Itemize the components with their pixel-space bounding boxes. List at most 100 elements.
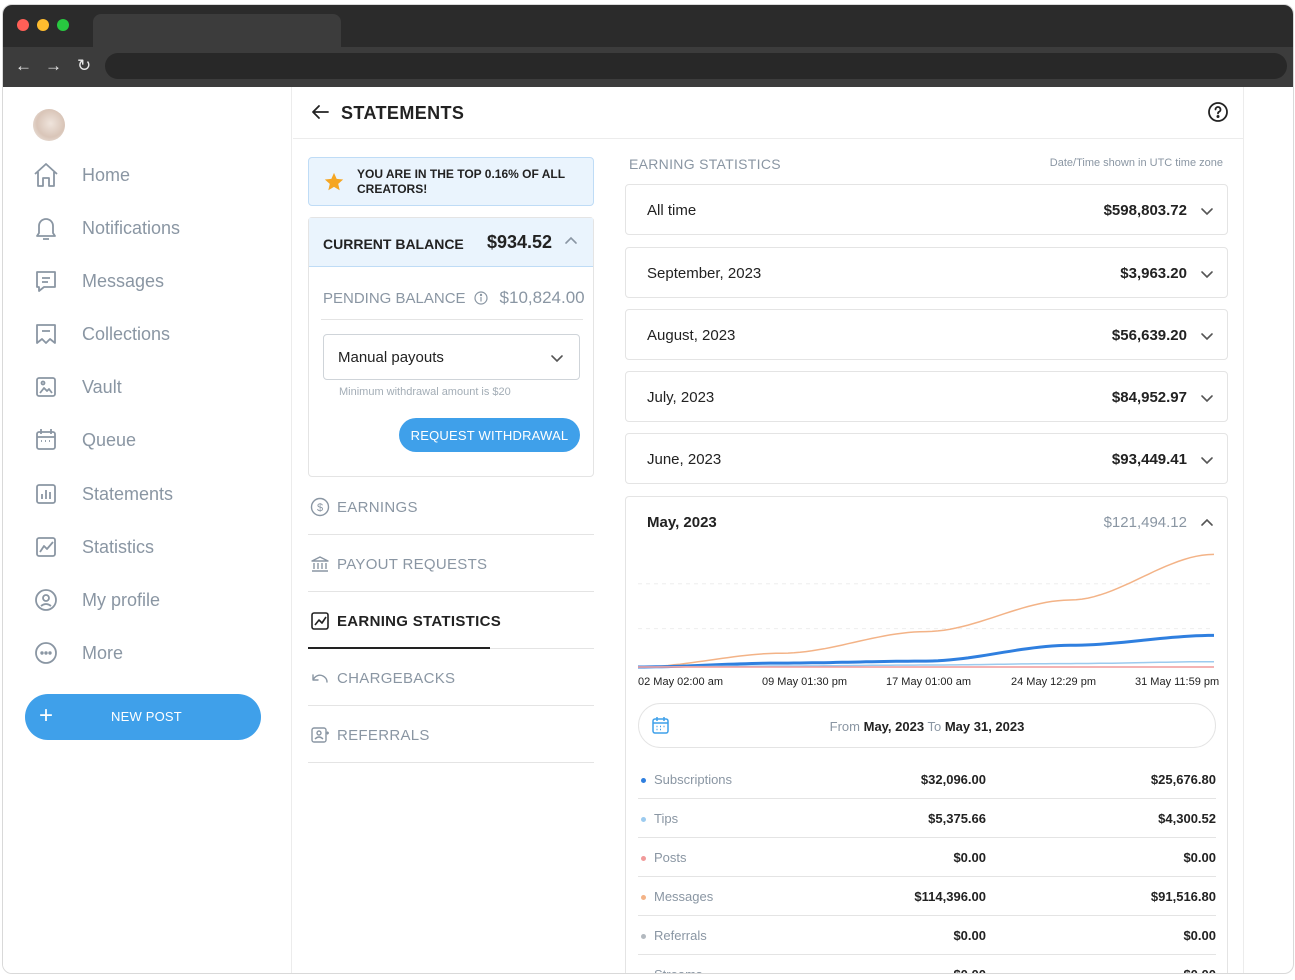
menu-item-label: EARNING STATISTICS (337, 613, 502, 630)
sidebar-item-label: Notifications (82, 217, 181, 238)
forward-arrow-icon[interactable]: → (45, 56, 62, 75)
info-icon[interactable] (473, 291, 488, 305)
browser-chrome: ← → ↻ (3, 5, 1293, 87)
category-net: $0.00 (1183, 967, 1216, 973)
sidebar-item-queue[interactable]: Queue (31, 422, 136, 458)
pending-balance: PENDING BALANCE $10,824.00 (323, 288, 585, 308)
sidebar-item-label: Vault (82, 376, 122, 397)
period-row[interactable]: June, 2023 $93,449.41 (625, 433, 1228, 484)
period-row[interactable]: All time $598,803.72 (625, 184, 1228, 235)
payout-mode-select[interactable]: Manual payouts (323, 334, 580, 380)
sidebar-item-vault[interactable]: Vault (31, 369, 122, 405)
category-name: Referrals (654, 928, 707, 943)
section-title: EARNING STATISTICS (629, 156, 781, 172)
category-row: Subscriptions $32,096.00 $25,676.80 (638, 760, 1216, 799)
reload-icon[interactable]: ↻ (77, 56, 92, 75)
sidebar-item-statements[interactable]: Statements (31, 476, 173, 512)
chevron-down-icon (1201, 395, 1213, 403)
menu-item-referrals[interactable]: REFERRALS (308, 706, 594, 763)
period-amount: $121,494.12 (1103, 514, 1187, 531)
pending-balance-amount: $10,824.00 (499, 288, 585, 307)
category-gross: $0.00 (953, 850, 986, 865)
chart-x-tick-label: 09 May 01:30 pm (762, 676, 847, 688)
current-balance-amount: $934.52 (487, 232, 553, 252)
chart-x-tick-label: 24 May 12:29 pm (1011, 676, 1096, 688)
chevron-up-icon[interactable] (563, 233, 579, 249)
category-net: $25,676.80 (1150, 772, 1216, 787)
menu-item-payout-requests[interactable]: PAYOUT REQUESTS (308, 535, 594, 592)
avatar[interactable] (33, 109, 65, 141)
category-row: Referrals $0.00 $0.00 (638, 916, 1216, 955)
help-icon[interactable] (1207, 101, 1229, 123)
period-label[interactable]: May, 2023 (647, 514, 717, 531)
period-amount: $598,803.72 (1103, 202, 1187, 219)
bank-icon (311, 556, 329, 572)
sidebar-item-label: Statistics (82, 536, 155, 557)
utc-note: Date/Time shown in UTC time zone (1049, 157, 1223, 169)
back-arrow-icon[interactable]: ← (15, 56, 32, 75)
sidebar-item-label: Queue (82, 429, 137, 450)
period-label: All time (647, 202, 697, 219)
sidebar-item-home[interactable]: Home (31, 157, 130, 193)
statistics-icon (36, 537, 56, 557)
sidebar-item-notifications[interactable]: Notifications (31, 210, 180, 246)
new-post-button[interactable]: + NEW POST (25, 694, 261, 740)
expanded-period-card: May, 2023 $121,494.12 02 May 02:00 am 09 … (625, 496, 1228, 973)
category-net: $91,516.80 (1150, 889, 1216, 904)
chevron-up-icon[interactable] (1199, 515, 1215, 531)
earnings-line-chart (637, 553, 1215, 669)
chevron-down-icon (1201, 333, 1213, 341)
more-icon (35, 642, 57, 664)
sidebar-item-statistics[interactable]: Statistics (31, 529, 154, 565)
period-amount: $3,963.20 (1120, 265, 1187, 282)
menu-item-label: CHARGEBACKS (337, 670, 456, 687)
window-controls (17, 19, 69, 31)
vault-icon (36, 377, 56, 397)
sidebar-item-my-profile[interactable]: My profile (31, 582, 160, 618)
svg-text:$: $ (317, 502, 323, 514)
current-balance-header[interactable]: CURRENT BALANCE $934.52 (309, 218, 593, 267)
bell-icon (36, 218, 56, 240)
period-label: September, 2023 (647, 265, 762, 282)
chart-series-line (637, 553, 1215, 668)
menu-item-earning-statistics[interactable]: EARNING STATISTICS (308, 592, 594, 649)
back-arrow-icon[interactable] (309, 101, 331, 123)
sidebar-item-more[interactable]: More (31, 635, 123, 671)
date-range-picker[interactable]: From May, 2023 To May 31, 2023 (638, 703, 1216, 748)
sidebar-item-collections[interactable]: Collections (31, 316, 170, 352)
period-row[interactable]: September, 2023 $3,963.20 (625, 247, 1228, 298)
menu-item-chargebacks[interactable]: CHARGEBACKS (308, 649, 594, 706)
address-bar[interactable] (105, 53, 1287, 79)
request-withdrawal-button[interactable]: REQUEST WITHDRAWAL (399, 418, 580, 452)
minimize-window-button[interactable] (37, 19, 49, 31)
menu-item-label: REFERRALS (337, 727, 430, 744)
banner-text: YOU ARE IN THE TOP 0.16% OF ALL CREATORS… (357, 167, 565, 196)
period-label: June, 2023 (647, 451, 722, 468)
maximize-window-button[interactable] (57, 19, 69, 31)
pending-balance-label: PENDING BALANCE (323, 289, 466, 307)
category-name: Posts (654, 850, 687, 865)
dollar-circle-icon: $ (310, 497, 330, 517)
category-net: $4,300.52 (1158, 811, 1216, 826)
sidebar-item-messages[interactable]: Messages (31, 263, 164, 299)
close-window-button[interactable] (17, 19, 29, 31)
browser-tab[interactable] (93, 14, 341, 47)
chart-x-tick-label: 17 May 01:00 am (886, 676, 971, 688)
min-withdrawal-note: Minimum withdrawal amount is $20 (339, 386, 511, 398)
period-row[interactable]: July, 2023 $84,952.97 (625, 371, 1228, 422)
balance-card: CURRENT BALANCE $934.52 PENDING BALANCE … (308, 217, 594, 477)
chart-x-tick-label: 31 May 11:59 pm (1135, 676, 1220, 688)
category-row: Streams $0.00 $0.00 (638, 955, 1216, 973)
period-row[interactable]: August, 2023 $56,639.20 (625, 309, 1228, 360)
category-gross: $5,375.66 (928, 811, 986, 826)
category-dot (641, 817, 646, 822)
home-icon (34, 163, 58, 187)
menu-item-earnings[interactable]: $ EARNINGS (308, 478, 594, 535)
new-post-label: NEW POST (111, 709, 182, 724)
chart-x-axis: 02 May 02:00 am 09 May 01:30 pm 17 May 01:… (638, 676, 1220, 690)
menu-item-label: PAYOUT REQUESTS (337, 556, 488, 573)
page-title: STATEMENTS (341, 103, 465, 123)
category-name: Tips (654, 811, 679, 826)
content-divider (1243, 87, 1244, 973)
category-gross: $0.00 (953, 967, 986, 973)
